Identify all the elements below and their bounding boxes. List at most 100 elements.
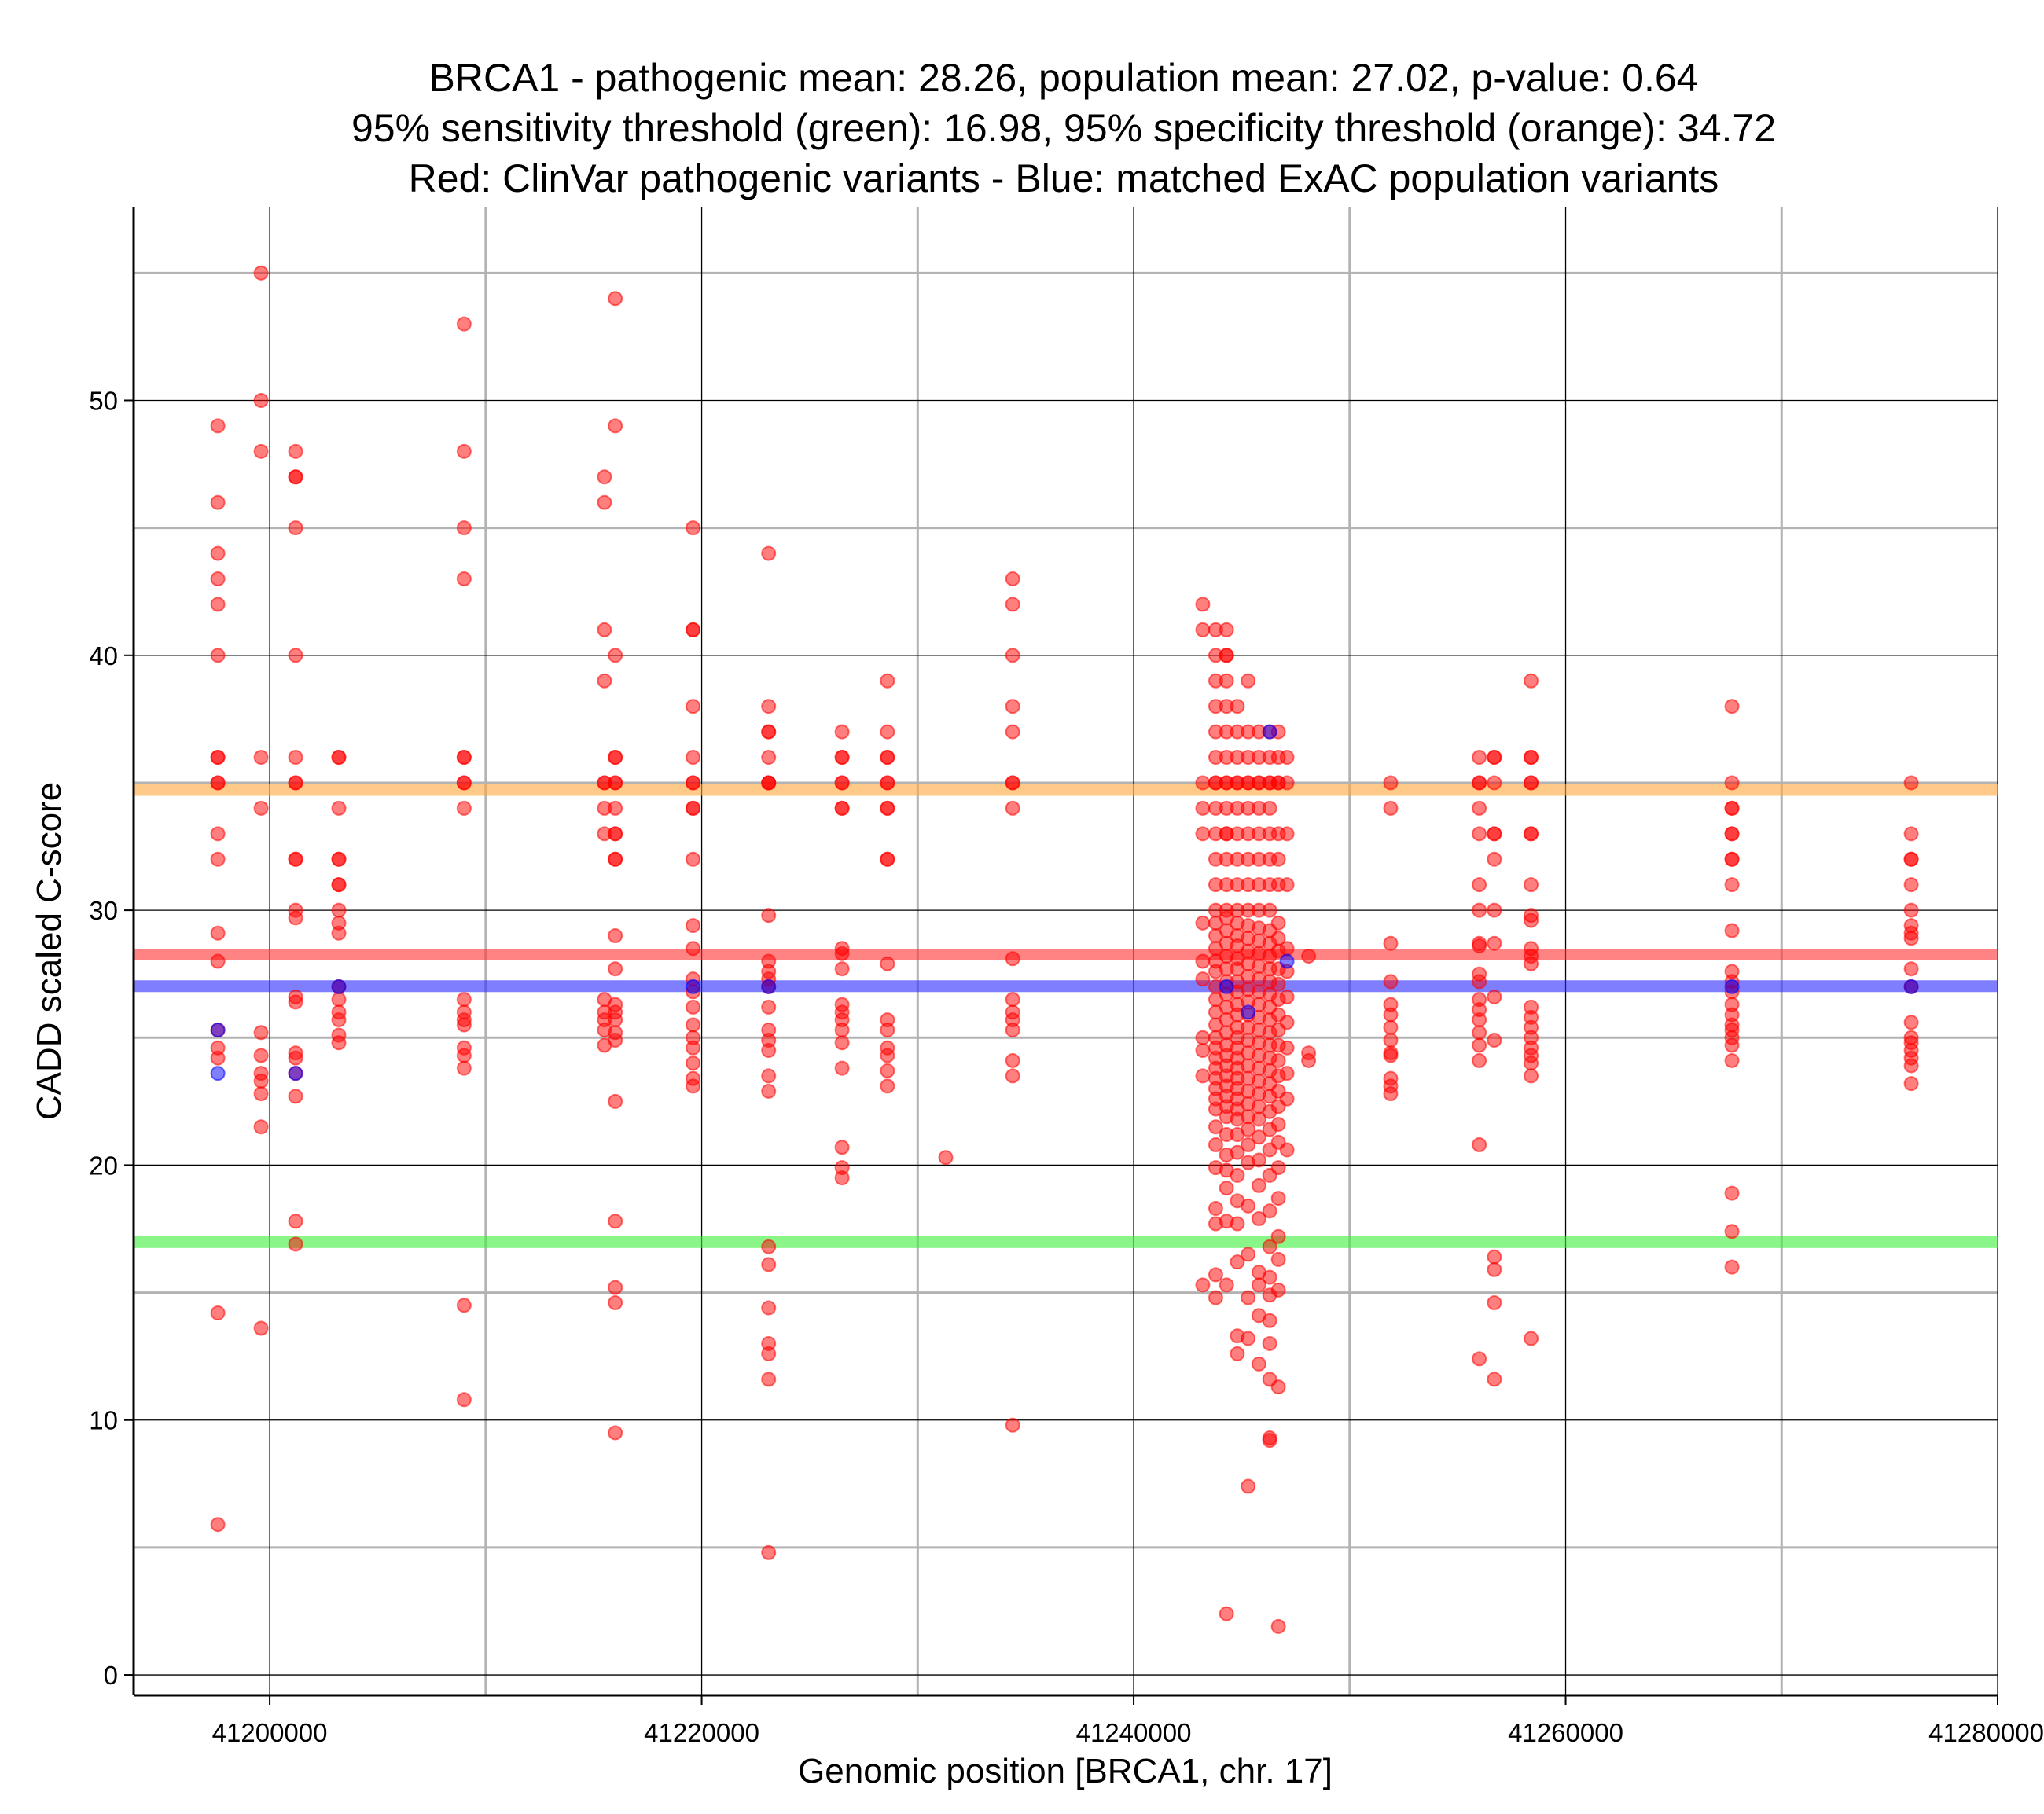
pathogenic-variant-point <box>1262 1335 1278 1351</box>
pathogenic-variant-point <box>253 1086 269 1102</box>
pathogenic-variant-point <box>1270 1282 1286 1298</box>
pathogenic-variant-point <box>1279 1091 1295 1107</box>
pathogenic-variant-point <box>1230 1144 1245 1160</box>
pathogenic-variant-point <box>1208 1267 1223 1283</box>
pathogenic-variant-point <box>331 902 347 918</box>
pathogenic-variant-point <box>608 1214 623 1229</box>
pathogenic-variant-point <box>1487 902 1502 918</box>
pathogenic-variant-point <box>834 750 850 766</box>
pathogenic-variant-point <box>1195 1277 1211 1293</box>
pathogenic-variant-point <box>1524 956 1539 971</box>
population-variant-point <box>686 979 701 994</box>
pathogenic-variant-point <box>1270 1251 1286 1267</box>
pathogenic-variant-point <box>210 851 226 867</box>
reference-lines <box>134 784 1998 1248</box>
pathogenic-variant-point <box>456 800 472 816</box>
pathogenic-variant-point <box>1383 935 1399 951</box>
pathogenic-variant-point <box>1230 1254 1245 1270</box>
population-variant-point <box>1903 979 1919 994</box>
pathogenic-variant-point <box>1487 989 1502 1004</box>
pathogenic-variant-point <box>1241 1478 1256 1494</box>
x-axis-label: Genomic position [BRCA1, chr. 17] <box>798 1752 1333 1790</box>
pathogenic-variant-point <box>1279 941 1295 957</box>
pathogenic-variant-point <box>1005 775 1020 791</box>
pathogenic-variant-point <box>288 750 303 766</box>
pathogenic-variant-point <box>1251 1177 1266 1193</box>
pathogenic-variant-point <box>1487 826 1502 842</box>
pathogenic-variant-point <box>1005 951 1020 967</box>
pathogenic-variant-point <box>1219 1277 1234 1293</box>
pathogenic-variant-point <box>1279 1142 1295 1158</box>
pathogenic-variant-point <box>1487 1249 1502 1265</box>
pathogenic-variant-point <box>1241 1247 1256 1262</box>
pathogenic-variant-point <box>1005 699 1020 714</box>
pathogenic-variant-point <box>1487 935 1502 951</box>
pathogenic-variant-point <box>1262 1433 1278 1449</box>
pathogenic-variant-point <box>1903 961 1919 977</box>
pathogenic-variant-point <box>288 443 303 459</box>
pathogenic-variant-point <box>1241 1290 1256 1305</box>
pathogenic-variant-point <box>686 1056 701 1071</box>
pathogenic-variant-point <box>1472 1351 1487 1367</box>
pathogenic-variant-point <box>834 1060 850 1076</box>
pathogenic-variant-point <box>1903 826 1919 842</box>
pathogenic-variant-point <box>1230 1346 1245 1361</box>
pathogenic-variant-point <box>1472 1025 1487 1041</box>
pathogenic-variant-point <box>1262 1269 1278 1285</box>
pathogenic-variant-point <box>1383 1033 1399 1048</box>
pathogenic-variant-point <box>1195 597 1211 612</box>
pathogenic-variant-point <box>880 956 895 971</box>
pathogenic-variant-point <box>1524 826 1539 842</box>
pathogenic-variant-point <box>761 724 777 740</box>
pathogenic-variant-point <box>1524 1068 1539 1084</box>
pathogenic-variant-point <box>1219 1606 1234 1621</box>
pathogenic-variant-point <box>1262 1239 1278 1254</box>
pathogenic-variant-point <box>608 961 623 977</box>
pathogenic-variant-point <box>331 800 347 816</box>
pathogenic-variant-point <box>1724 1052 1740 1068</box>
population-variant-point <box>1219 979 1234 994</box>
pathogenic-variant-point <box>834 961 850 977</box>
population-variant-point <box>288 1066 303 1081</box>
x-tick-label: 41260000 <box>1508 1718 1623 1747</box>
pathogenic-variant-point <box>288 994 303 1010</box>
y-tick-label: 40 <box>89 641 118 670</box>
pathogenic-variant-point <box>1903 1076 1919 1092</box>
population-variant-point <box>1724 979 1740 994</box>
pathogenic-variant-point <box>1251 1277 1266 1293</box>
pathogenic-variant-point <box>1195 953 1211 969</box>
pathogenic-variant-point <box>210 418 226 434</box>
pathogenic-variant-point <box>1279 1066 1295 1081</box>
pathogenic-variant-point <box>1219 673 1234 689</box>
x-tick-label: 41240000 <box>1076 1718 1192 1747</box>
pathogenic-variant-point <box>210 1305 226 1321</box>
pathogenic-variant-point <box>1230 1167 1245 1183</box>
pathogenic-variant-point <box>210 775 226 791</box>
pathogenic-variant-point <box>1219 622 1234 637</box>
pathogenic-variant-point <box>1251 1111 1266 1127</box>
pathogenic-variant-point <box>608 1295 623 1311</box>
x-tick-label: 41200000 <box>212 1718 328 1747</box>
pathogenic-variant-point <box>761 1083 777 1099</box>
y-tick-label: 10 <box>89 1406 118 1435</box>
pathogenic-variant-point <box>1301 948 1317 964</box>
pathogenic-variant-point <box>761 1346 777 1361</box>
pathogenic-variant-point <box>880 724 895 740</box>
pathogenic-variant-point <box>880 851 895 867</box>
pathogenic-variant-point <box>1005 800 1020 816</box>
pathogenic-variant-point <box>1524 1331 1539 1346</box>
pathogenic-variant-point <box>456 316 472 332</box>
pathogenic-variant-point <box>210 597 226 612</box>
pathogenic-variant-point <box>1383 1007 1399 1023</box>
pathogenic-variant-point <box>1195 1068 1211 1084</box>
pathogenic-variant-point <box>1472 800 1487 816</box>
y-tick-label: 20 <box>89 1151 118 1180</box>
pathogenic-variant-point <box>1524 913 1539 928</box>
pathogenic-variant-point <box>1524 673 1539 689</box>
pathogenic-variant-point <box>456 1060 472 1076</box>
pathogenic-variant-point <box>1262 1313 1278 1328</box>
pathogenic-variant-point <box>288 1050 303 1066</box>
pathogenic-variant-point <box>210 1517 226 1533</box>
pathogenic-variant-point <box>1195 1030 1211 1045</box>
pathogenic-variant-point <box>1262 1203 1278 1219</box>
